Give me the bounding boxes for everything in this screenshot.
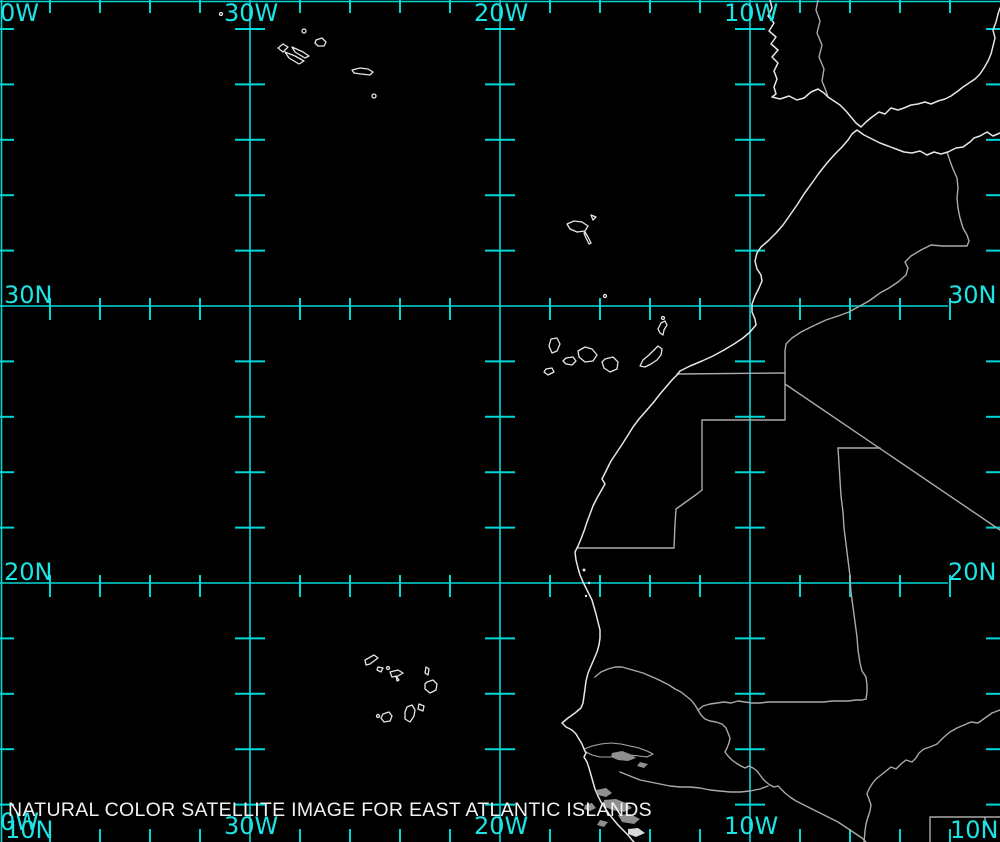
islands-cape-verde [364,654,438,723]
lon-label-top-30w: 30W [224,0,279,27]
caption-title: NATURAL COLOR SATELLITE IMAGE FOR EAST A… [8,799,652,821]
coastline-northwest-africa [561,129,1000,842]
lon-label-top-40w: 0W [0,0,39,27]
cloud-patch [611,751,636,761]
caption-block: NATURAL COLOR SATELLITE IMAGE FOR EAST A… [8,755,652,842]
coastline-iberia [767,0,1000,128]
border-senegal-south [619,771,769,793]
cloud-patch [603,799,632,812]
lon-label-top-20w: 20W [474,0,529,27]
lon-label-bottom-20w: 20W [474,812,529,840]
cloud-fleck [587,581,591,585]
lat-label-left-10n: 10N [5,816,54,842]
cloud-patch [584,803,596,811]
islands-azores [218,11,377,99]
cloud-patch [596,788,612,797]
cloud-fleck [584,594,588,598]
border-mauritania-mali-south [697,698,867,711]
cloud-patch [637,762,648,768]
border-portugal-spain [815,0,829,98]
lat-label-left-30n: 30N [4,281,53,309]
border-gambia [583,742,654,758]
lon-label-bottom-30w: 30W [224,812,279,840]
coastlines [561,0,1000,842]
cloud-patch [628,828,645,837]
border-senegal-river [594,666,867,842]
cloud-patch [597,820,608,827]
islands [218,11,668,723]
border-mauritania-algeria-diagonal [784,383,1000,531]
border-western-sahara-north [676,372,786,375]
border-mauritania-mali-vertical [837,447,868,700]
lat-label-right-20n: 20N [948,558,997,586]
lat-label-left-20n: 20N [4,558,53,586]
islands-canary [543,315,668,376]
border-western-sahara-staircase [577,372,786,549]
cloud-patch [618,814,640,824]
border-morocco-algeria [784,151,970,374]
lon-label-top-10w: 10W [724,0,779,27]
lon-label-bottom-10w: 10W [724,812,779,840]
lon-label-bottom-40w: 0W [0,808,39,836]
cloud-patches [582,568,648,837]
cloud-fleck [582,568,586,572]
lat-label-right-30n: 30N [948,281,997,309]
lat-label-right-10n: 10N [950,816,999,842]
country-borders [577,0,1000,842]
islands-madeira [566,214,608,299]
border-guinea [929,816,1000,842]
border-mali-senegal-wiggle [863,709,1000,842]
